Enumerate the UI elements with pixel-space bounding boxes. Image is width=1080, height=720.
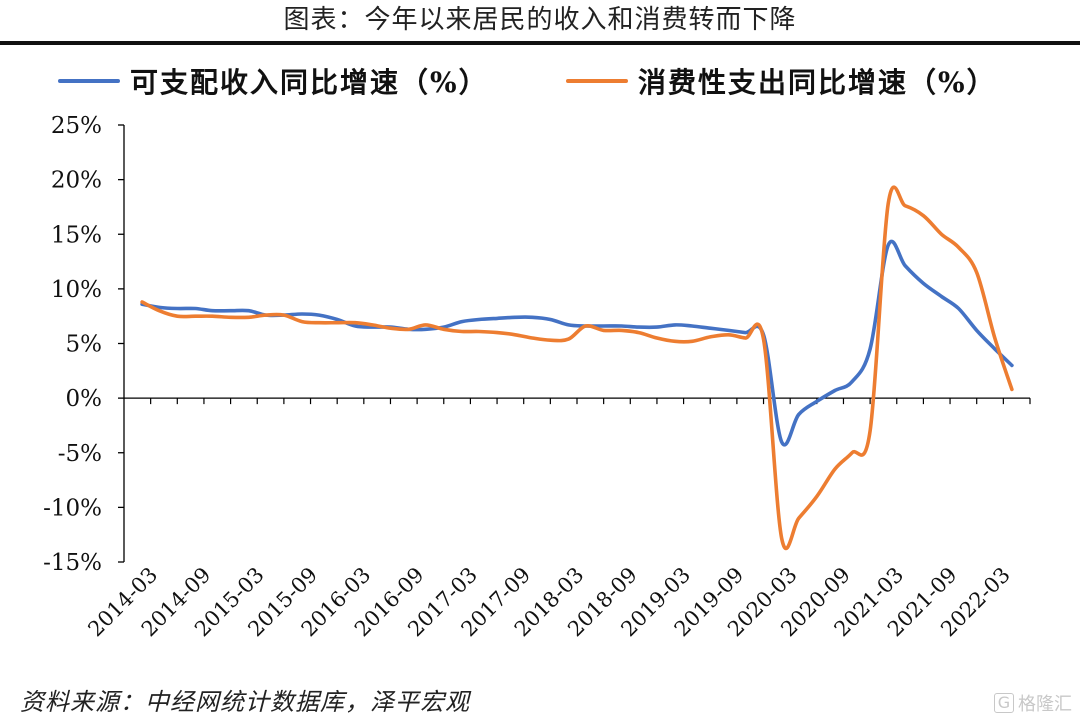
y-tick-label: 20%: [51, 168, 102, 194]
watermark-text: 格隆汇: [1018, 694, 1072, 715]
title-rule: [0, 41, 1080, 45]
y-tick-label: 10%: [51, 277, 102, 303]
legend-swatch-consumption: [566, 79, 628, 83]
legend-item-income: 可支配收入同比增速（%）: [58, 56, 489, 106]
y-tick-label: 15%: [51, 222, 102, 248]
y-tick-label: -10%: [43, 495, 102, 521]
legend-label-income: 可支配收入同比增速（%）: [130, 66, 489, 99]
watermark: G 格隆汇: [994, 690, 1072, 716]
y-tick-label: 0%: [66, 386, 103, 412]
y-tick-label: 25%: [51, 113, 102, 139]
source-note: 资料来源：中经网统计数据库，泽平宏观: [20, 688, 470, 716]
y-tick-label: 5%: [66, 332, 103, 358]
watermark-logo-icon: G: [994, 693, 1014, 713]
series-line-consumption: [140, 185, 1014, 550]
chart-legend: 可支配收入同比增速（%） 消费性支出同比增速（%）: [0, 56, 1080, 106]
y-tick-label: -15%: [43, 550, 102, 576]
chart-title: 图表：今年以来居民的收入和消费转而下降: [283, 5, 797, 35]
legend-label-consumption: 消费性支出同比增速（%）: [638, 66, 997, 99]
y-tick-label: -5%: [58, 441, 102, 467]
legend-swatch-income: [58, 79, 120, 83]
legend-item-consumption: 消费性支出同比增速（%）: [566, 56, 997, 106]
